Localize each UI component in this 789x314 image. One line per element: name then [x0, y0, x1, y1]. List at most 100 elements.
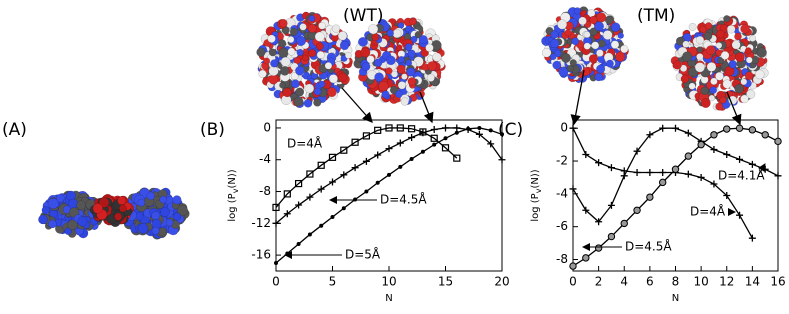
- atom: [728, 60, 737, 69]
- atom: [137, 223, 149, 234]
- atom: [591, 41, 600, 50]
- atom: [313, 98, 322, 107]
- atom: [280, 56, 291, 67]
- marker: [432, 142, 437, 147]
- marker: [396, 124, 404, 132]
- atom: [316, 50, 325, 59]
- marker: [272, 203, 280, 212]
- atom: [256, 47, 266, 57]
- atom: [583, 31, 591, 39]
- marker: [362, 132, 370, 140]
- atom: [55, 193, 65, 203]
- marker: [774, 137, 782, 146]
- atom: [146, 191, 156, 201]
- x-tick-label: 10: [381, 275, 396, 289]
- marker: [385, 124, 393, 132]
- atom: [386, 55, 396, 66]
- series-label: D=4.1Å: [718, 168, 765, 183]
- x-tick-label: 12: [719, 275, 734, 289]
- x-tick-label: 4: [620, 275, 628, 289]
- atom: [282, 87, 292, 98]
- marker: [633, 206, 641, 214]
- atom: [596, 12, 607, 23]
- atom: [589, 27, 598, 36]
- marker: [697, 173, 705, 181]
- y-tick-label: -4: [556, 186, 568, 200]
- atom: [703, 31, 713, 41]
- atom: [339, 40, 350, 51]
- marker: [646, 193, 654, 201]
- atom: [41, 206, 50, 215]
- marker: [748, 160, 756, 168]
- atom: [76, 200, 86, 210]
- atom: [279, 19, 288, 28]
- atom: [558, 66, 569, 77]
- y-axis-label-part: log (P: [530, 193, 541, 221]
- atom: [682, 51, 693, 62]
- atom: [740, 94, 749, 104]
- atom: [172, 195, 182, 205]
- atom: [263, 57, 271, 65]
- atom: [268, 48, 277, 57]
- molecule-images: [38, 6, 769, 240]
- atom: [550, 30, 559, 39]
- y-axis-label-part: (N)): [530, 169, 541, 188]
- atom: [710, 77, 718, 86]
- marker: [723, 125, 731, 133]
- marker: [329, 178, 336, 186]
- marker: [710, 146, 718, 154]
- marker: [620, 219, 628, 228]
- y-tick-label: -4: [259, 152, 271, 166]
- atom: [374, 72, 384, 82]
- molecule-arrows: [341, 69, 742, 126]
- panel-label: (C): [498, 120, 523, 140]
- atom: [151, 226, 160, 235]
- marker: [419, 129, 427, 137]
- marker: [710, 180, 718, 188]
- atom: [704, 22, 713, 30]
- x-tick-label: 6: [646, 275, 654, 289]
- series-label: D=4.5Å: [625, 239, 672, 254]
- marker: [454, 130, 459, 135]
- atom: [268, 65, 279, 77]
- atom: [98, 197, 110, 208]
- atom: [717, 56, 725, 64]
- atom: [708, 94, 716, 102]
- atom: [279, 66, 290, 76]
- atom: [699, 25, 707, 33]
- marker: [723, 150, 731, 158]
- marker: [295, 201, 303, 209]
- atom: [289, 27, 298, 36]
- marker: [671, 165, 680, 173]
- atom: [391, 70, 398, 78]
- atom: [605, 59, 614, 68]
- atom: [293, 96, 304, 107]
- marker: [328, 153, 337, 161]
- atom: [426, 73, 435, 82]
- atom: [358, 36, 368, 47]
- atom: [610, 40, 620, 49]
- marker: [488, 128, 493, 133]
- atom: [589, 15, 598, 25]
- atom: [700, 98, 711, 109]
- marker: [498, 156, 506, 164]
- atom: [715, 71, 724, 81]
- y-axis-label-part: v: [534, 188, 543, 193]
- atom: [366, 55, 375, 64]
- marker: [723, 192, 731, 199]
- atom: [381, 90, 390, 99]
- x-tick-label: 2: [595, 275, 603, 289]
- atom: [695, 35, 705, 45]
- marker: [441, 144, 450, 152]
- atom: [696, 46, 703, 53]
- atom: [672, 60, 682, 70]
- atom: [427, 61, 438, 72]
- atom: [385, 67, 393, 75]
- atom: [159, 195, 167, 204]
- atom: [287, 35, 295, 44]
- marker: [453, 124, 461, 132]
- y-axis-label-part: log (P: [227, 193, 238, 221]
- atom: [117, 196, 127, 206]
- marker: [453, 154, 461, 162]
- atom: [735, 52, 745, 63]
